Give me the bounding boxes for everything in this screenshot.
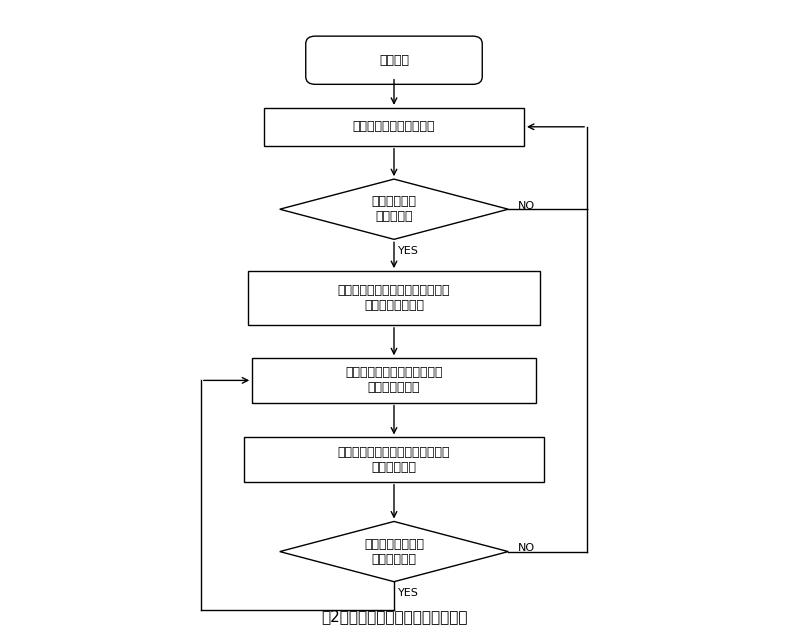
Bar bbox=[248, 271, 540, 325]
Text: NO: NO bbox=[518, 201, 535, 211]
Text: 図2　調量基礎試験装置の動作工程: 図2 調量基礎試験装置の動作工程 bbox=[321, 609, 467, 624]
Bar bbox=[244, 437, 544, 482]
Text: NO: NO bbox=[518, 543, 535, 553]
Bar bbox=[264, 108, 524, 146]
Text: YES: YES bbox=[398, 588, 418, 598]
Text: 動作開始: 動作開始 bbox=[379, 54, 409, 67]
Polygon shape bbox=[280, 179, 508, 239]
Text: YES: YES bbox=[398, 245, 418, 256]
Text: 選択バケットから
全て取出し？: 選択バケットから 全て取出し？ bbox=[364, 538, 424, 566]
FancyBboxPatch shape bbox=[306, 36, 482, 84]
Text: 目標を満たし、最も少ない組合せ
のバケットを選択: 目標を満たし、最も少ない組合せ のバケットを選択 bbox=[338, 284, 450, 312]
Bar bbox=[252, 358, 536, 403]
Text: 全バケットに
小束供給？: 全バケットに 小束供給？ bbox=[371, 195, 417, 223]
Text: 空バケットを供給位置へ: 空バケットを供給位置へ bbox=[353, 120, 435, 133]
Text: 選択バケットを取出し位置へ
（小束取出し）: 選択バケットを取出し位置へ （小束取出し） bbox=[345, 366, 443, 394]
Text: 空になったバケットを供給位置へ
（小束供給）: 空になったバケットを供給位置へ （小束供給） bbox=[338, 446, 450, 474]
Polygon shape bbox=[280, 521, 508, 582]
